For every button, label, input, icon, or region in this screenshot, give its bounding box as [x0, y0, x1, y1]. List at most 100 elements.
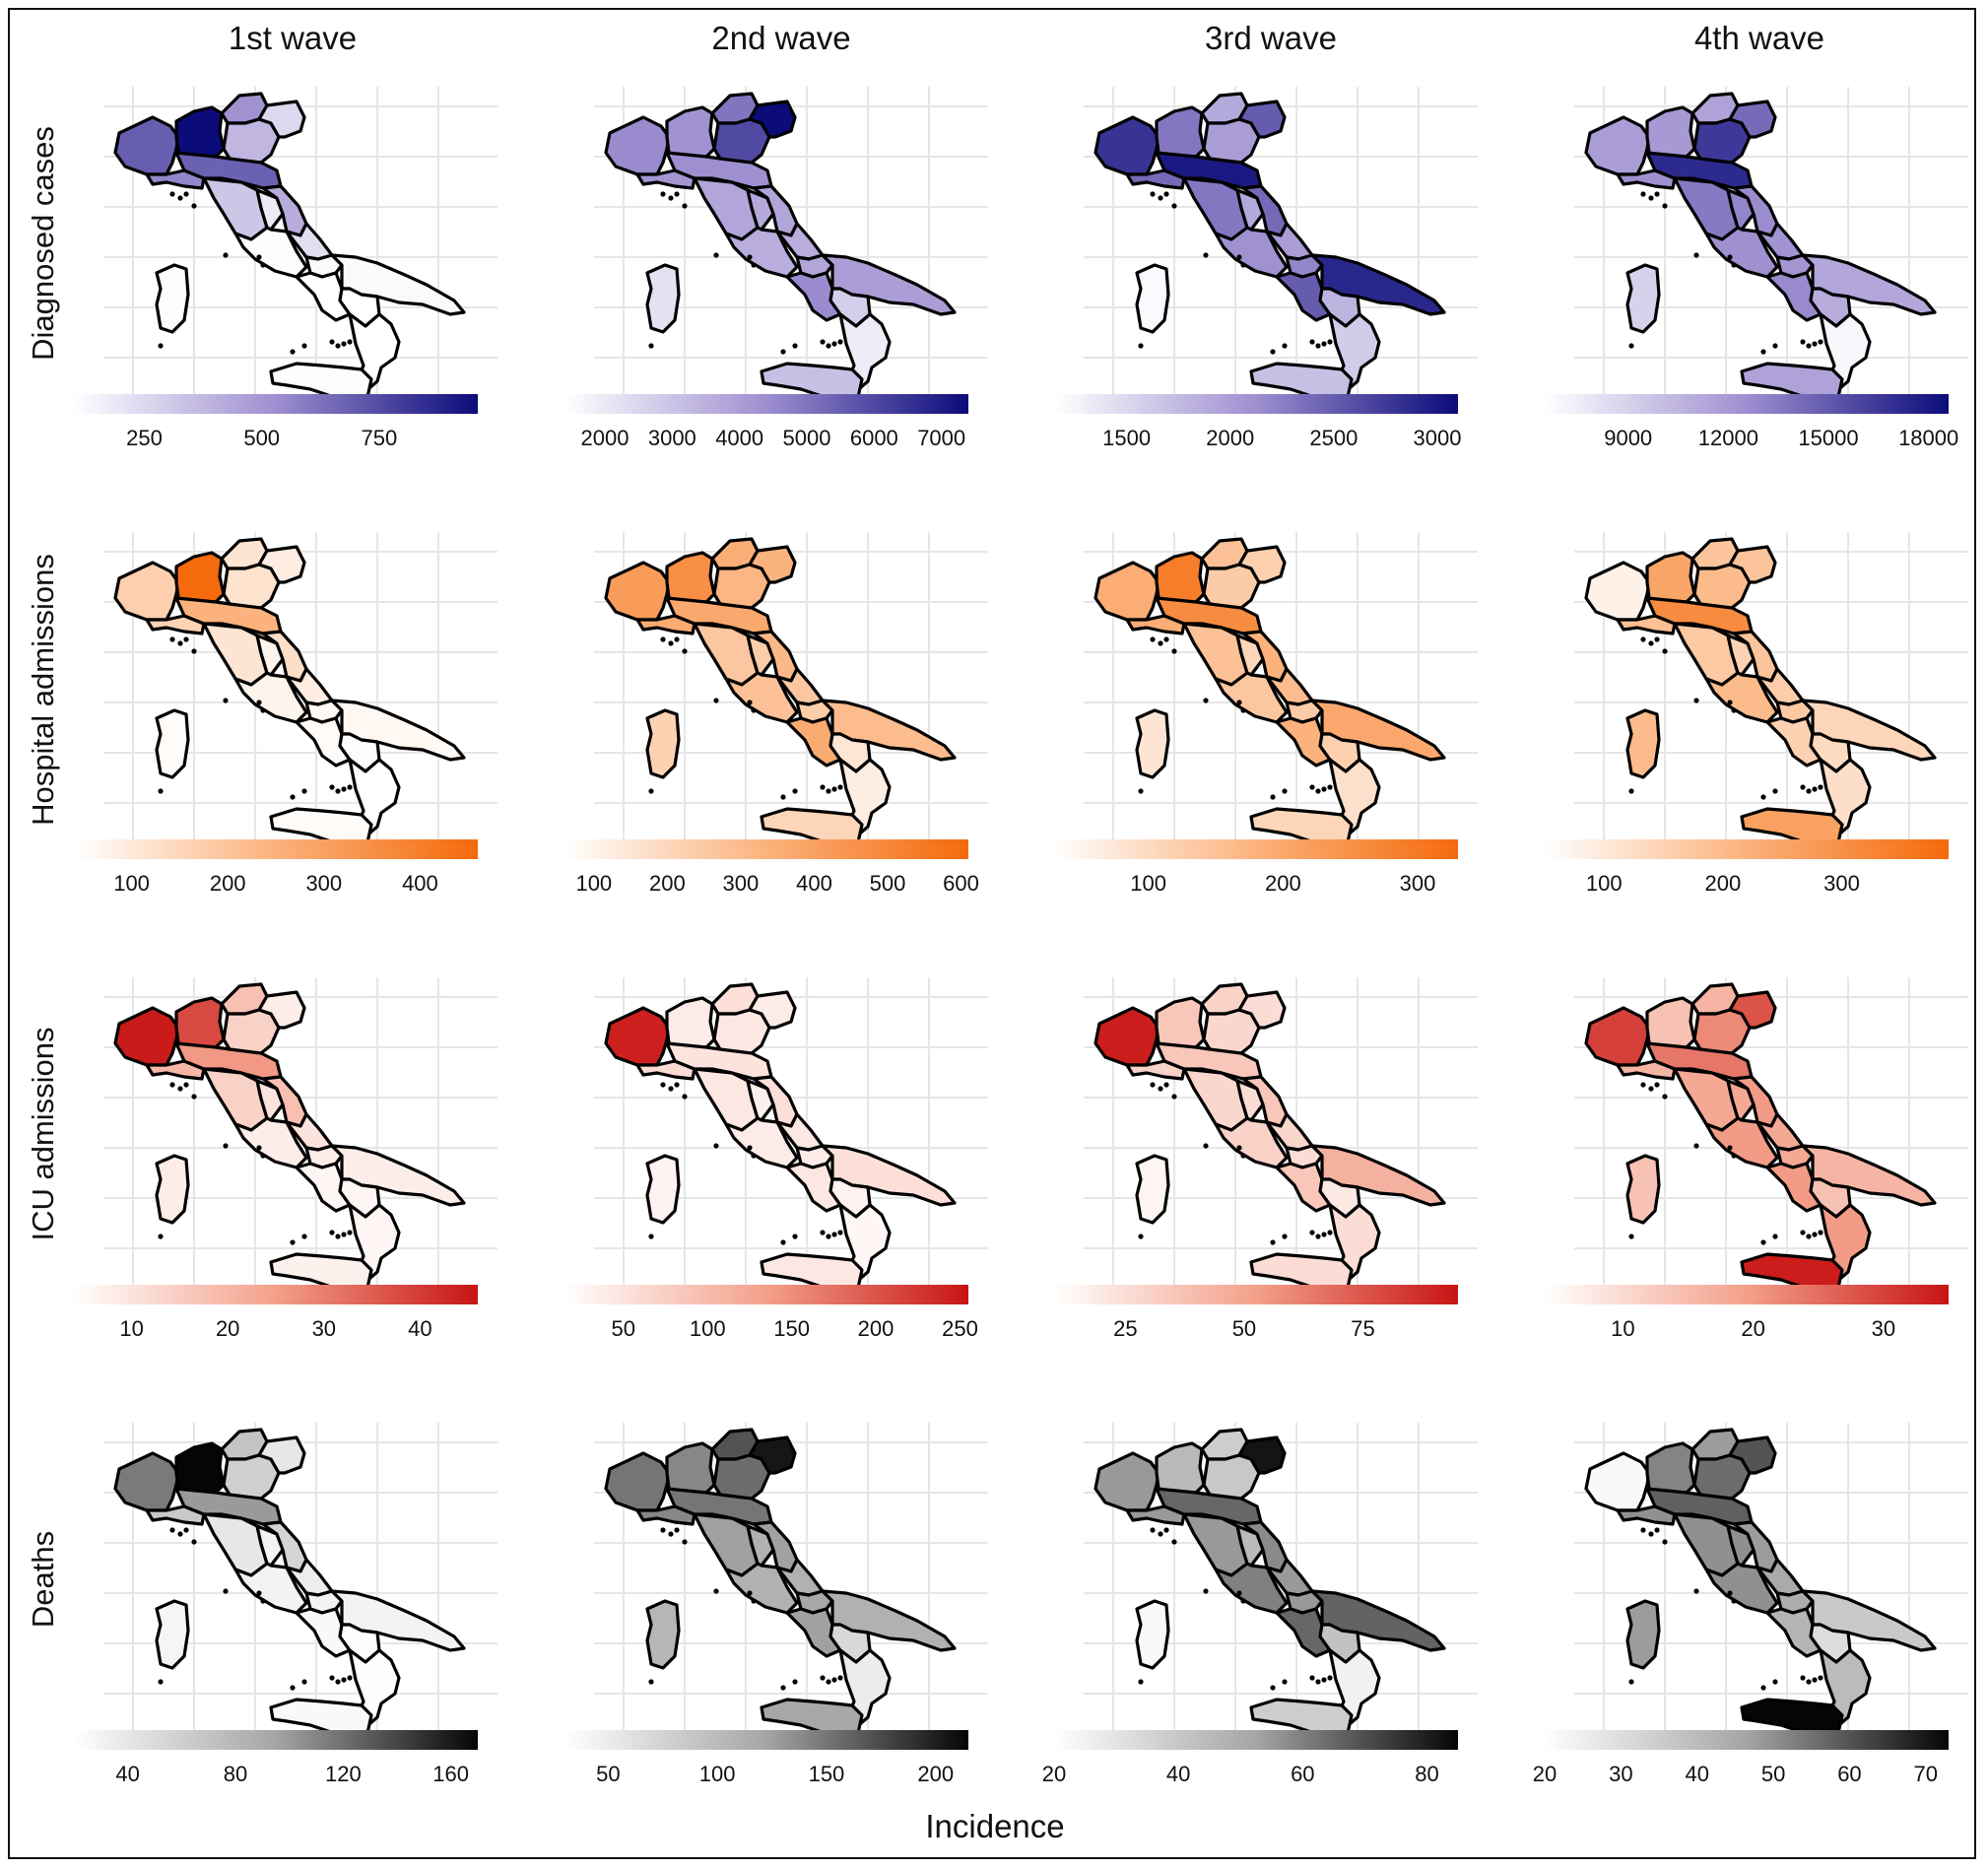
region-liguria[interactable] — [145, 1059, 206, 1081]
region-veneto[interactable] — [1692, 1008, 1752, 1055]
region-valle-d-aosta-piemonte[interactable] — [1093, 1006, 1160, 1067]
region-lazio[interactable] — [1704, 1116, 1779, 1169]
region-valle-d-aosta-piemonte[interactable] — [604, 115, 671, 176]
region-lombardia[interactable] — [1645, 996, 1696, 1049]
region-veneto[interactable] — [1202, 563, 1261, 610]
region-liguria[interactable] — [635, 1059, 696, 1081]
region-liguria[interactable] — [1616, 614, 1677, 635]
region-sardegna[interactable] — [1625, 1154, 1661, 1225]
region-lombardia[interactable] — [174, 551, 226, 604]
region-lazio[interactable] — [1214, 1116, 1289, 1169]
region-lombardia[interactable] — [1155, 996, 1206, 1049]
region-lazio[interactable] — [233, 1116, 308, 1169]
region-lazio[interactable] — [233, 226, 308, 279]
region-lazio[interactable] — [1214, 226, 1289, 279]
region-lazio[interactable] — [724, 671, 799, 724]
region-valle-d-aosta-piemonte[interactable] — [604, 561, 671, 622]
region-veneto[interactable] — [1692, 1453, 1752, 1501]
region-lombardia[interactable] — [174, 105, 226, 159]
region-sardegna[interactable] — [1135, 263, 1170, 334]
region-veneto[interactable] — [222, 1453, 281, 1501]
region-valle-d-aosta-piemonte[interactable] — [604, 1451, 671, 1512]
region-lombardia[interactable] — [174, 1441, 226, 1495]
region-sardegna[interactable] — [155, 1599, 190, 1670]
region-veneto[interactable] — [222, 1008, 281, 1055]
region-sardegna[interactable] — [1135, 708, 1170, 779]
region-friuli-venezia-giulia[interactable] — [1237, 100, 1287, 139]
region-friuli-venezia-giulia[interactable] — [257, 545, 306, 584]
region-friuli-venezia-giulia[interactable] — [257, 100, 306, 139]
region-valle-d-aosta-piemonte[interactable] — [1584, 1006, 1651, 1067]
region-valle-d-aosta-piemonte[interactable] — [1093, 1451, 1160, 1512]
region-lombardia[interactable] — [665, 996, 716, 1049]
region-valle-d-aosta-piemonte[interactable] — [604, 1006, 671, 1067]
region-lombardia[interactable] — [1155, 105, 1206, 159]
region-lazio[interactable] — [1704, 226, 1779, 279]
region-valle-d-aosta-piemonte[interactable] — [1584, 561, 1651, 622]
region-lazio[interactable] — [1704, 1562, 1779, 1615]
region-liguria[interactable] — [1616, 168, 1677, 190]
region-liguria[interactable] — [145, 614, 206, 635]
region-friuli-venezia-giulia[interactable] — [748, 990, 797, 1030]
region-veneto[interactable] — [1202, 1008, 1261, 1055]
region-sardegna[interactable] — [155, 708, 190, 779]
region-liguria[interactable] — [145, 1504, 206, 1526]
region-sardegna[interactable] — [645, 263, 681, 334]
region-veneto[interactable] — [1202, 1453, 1261, 1501]
region-veneto[interactable] — [712, 1008, 771, 1055]
region-lazio[interactable] — [1704, 671, 1779, 724]
region-friuli-venezia-giulia[interactable] — [748, 100, 797, 139]
region-veneto[interactable] — [1692, 117, 1752, 165]
region-liguria[interactable] — [1125, 1059, 1186, 1081]
region-lazio[interactable] — [724, 226, 799, 279]
region-liguria[interactable] — [1616, 1504, 1677, 1526]
region-valle-d-aosta-piemonte[interactable] — [113, 115, 180, 176]
region-valle-d-aosta-piemonte[interactable] — [113, 561, 180, 622]
region-friuli-venezia-giulia[interactable] — [748, 545, 797, 584]
region-friuli-venezia-giulia[interactable] — [1728, 100, 1777, 139]
region-friuli-venezia-giulia[interactable] — [257, 990, 306, 1030]
region-veneto[interactable] — [222, 563, 281, 610]
region-valle-d-aosta-piemonte[interactable] — [1584, 1451, 1651, 1512]
region-sardegna[interactable] — [155, 263, 190, 334]
region-lombardia[interactable] — [1645, 105, 1696, 159]
region-friuli-venezia-giulia[interactable] — [1237, 990, 1287, 1030]
region-sardegna[interactable] — [1135, 1599, 1170, 1670]
region-liguria[interactable] — [635, 614, 696, 635]
region-liguria[interactable] — [1125, 614, 1186, 635]
region-valle-d-aosta-piemonte[interactable] — [1093, 115, 1160, 176]
region-liguria[interactable] — [1616, 1059, 1677, 1081]
region-liguria[interactable] — [635, 1504, 696, 1526]
region-valle-d-aosta-piemonte[interactable] — [1584, 115, 1651, 176]
region-veneto[interactable] — [1202, 117, 1261, 165]
region-lombardia[interactable] — [174, 996, 226, 1049]
region-lombardia[interactable] — [665, 105, 716, 159]
region-liguria[interactable] — [1125, 168, 1186, 190]
region-sardegna[interactable] — [1625, 1599, 1661, 1670]
region-friuli-venezia-giulia[interactable] — [257, 1435, 306, 1475]
region-veneto[interactable] — [222, 117, 281, 165]
region-sardegna[interactable] — [155, 1154, 190, 1225]
region-friuli-venezia-giulia[interactable] — [1728, 990, 1777, 1030]
region-sardegna[interactable] — [645, 1154, 681, 1225]
region-lazio[interactable] — [1214, 1562, 1289, 1615]
region-friuli-venezia-giulia[interactable] — [748, 1435, 797, 1475]
region-lombardia[interactable] — [1155, 551, 1206, 604]
region-friuli-venezia-giulia[interactable] — [1237, 1435, 1287, 1475]
region-friuli-venezia-giulia[interactable] — [1728, 1435, 1777, 1475]
region-liguria[interactable] — [145, 168, 206, 190]
region-veneto[interactable] — [712, 563, 771, 610]
region-friuli-venezia-giulia[interactable] — [1728, 545, 1777, 584]
region-sardegna[interactable] — [1625, 708, 1661, 779]
region-valle-d-aosta-piemonte[interactable] — [113, 1006, 180, 1067]
region-lazio[interactable] — [724, 1562, 799, 1615]
region-lombardia[interactable] — [1155, 1441, 1206, 1495]
region-lazio[interactable] — [233, 671, 308, 724]
region-valle-d-aosta-piemonte[interactable] — [113, 1451, 180, 1512]
region-veneto[interactable] — [712, 117, 771, 165]
region-lazio[interactable] — [724, 1116, 799, 1169]
region-sardegna[interactable] — [645, 1599, 681, 1670]
region-sardegna[interactable] — [645, 708, 681, 779]
region-valle-d-aosta-piemonte[interactable] — [1093, 561, 1160, 622]
region-lazio[interactable] — [1214, 671, 1289, 724]
